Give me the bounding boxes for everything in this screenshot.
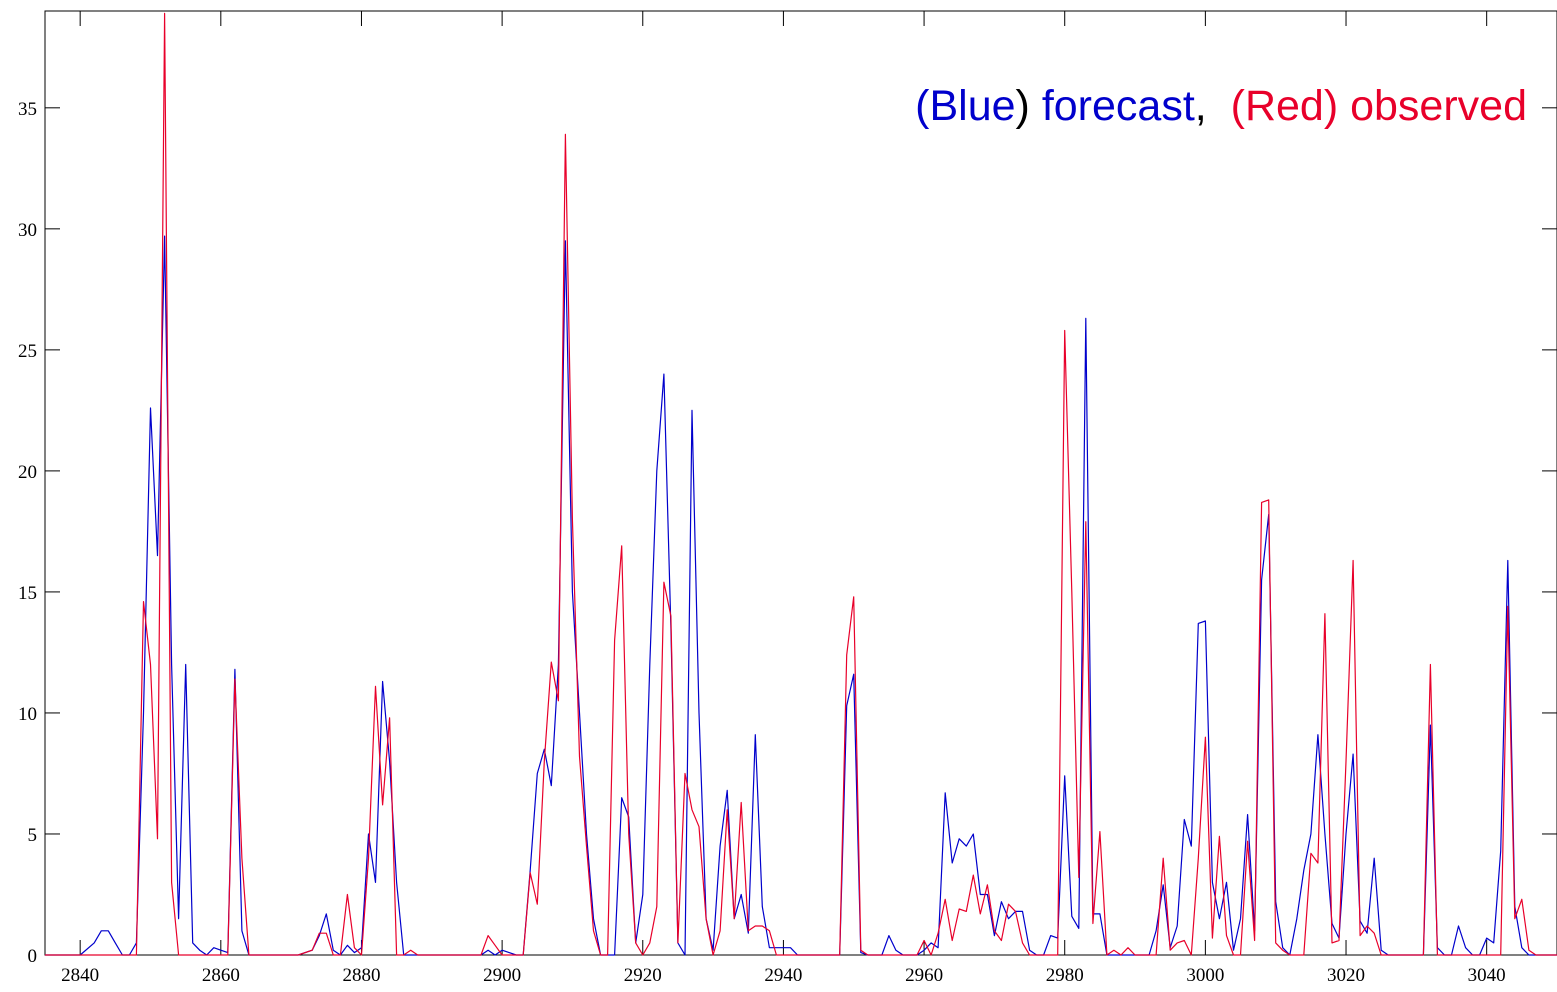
x-tick-label: 3040 [1468, 965, 1506, 986]
legend-part: forecast [1030, 82, 1195, 130]
y-tick-label: 15 [18, 583, 37, 604]
y-tick-label: 5 [28, 825, 38, 846]
x-tick-label: 2960 [905, 965, 943, 986]
series-line-observed [45, 12, 1557, 956]
legend-part: , [1195, 82, 1207, 130]
x-tick-label: 2880 [342, 965, 380, 986]
y-tick-label: 30 [18, 220, 37, 241]
axis-tick-labels: 2840 2860 2880 2900 2920 2940 2960 2980 3000 3020… [18, 99, 1506, 986]
plot-frame [44, 10, 1557, 956]
x-tick-label: 2840 [61, 965, 99, 986]
y-tick-label: 10 [18, 704, 37, 725]
legend-part: ( [915, 82, 930, 130]
legend-part: ) [1016, 82, 1030, 130]
x-tick-label: 2900 [483, 965, 521, 986]
legend-part: Blue [929, 82, 1015, 130]
x-tick-label: 3000 [1186, 965, 1224, 986]
y-tick-label: 20 [18, 462, 37, 483]
y-tick-label: 35 [18, 99, 37, 120]
y-tick-label: 25 [18, 341, 37, 362]
x-tick-label: 3020 [1327, 965, 1365, 986]
x-tick-label: 2860 [202, 965, 240, 986]
legend-part: (Red) observed [1207, 82, 1527, 130]
x-tick-label: 2940 [764, 965, 802, 986]
axis-ticks [45, 11, 1557, 956]
legend: (Blue) forecast, (Red) observed [915, 82, 1527, 130]
x-tick-label: 2920 [624, 965, 662, 986]
series-line-forecast [45, 235, 1557, 956]
series-group [45, 12, 1557, 956]
x-tick-label: 2980 [1046, 965, 1084, 986]
y-tick-label: 0 [28, 946, 38, 967]
